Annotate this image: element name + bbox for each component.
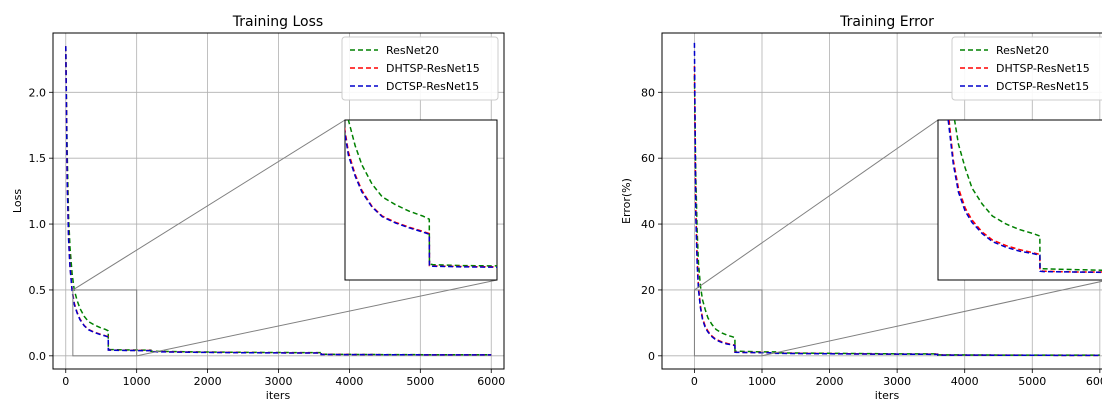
error-chart-panel: Training Error 0100020003000400050006000…: [620, 14, 1102, 402]
x-tick-label: 4000: [951, 375, 979, 388]
loss-legend: ResNet20 DHTSP-ResNet15 DCTSP-ResNet15: [341, 36, 499, 101]
loss-plot-frame: [52, 32, 505, 370]
zoom-source-box: [693, 289, 763, 357]
x-tick-label: 2000: [816, 375, 844, 388]
loss-tick-labels: 0 1000 2000 3000 4000 5000 6000 0.0 0.5 1.0 1.5 2.0: [29, 86, 506, 388]
loss-series-lines: [65, 46, 492, 356]
zoom-source-box: [72, 289, 138, 357]
y-tick-label: 60: [641, 152, 655, 165]
error-chart-title: Training Error: [839, 14, 934, 30]
x-tick-label: 4000: [335, 375, 363, 388]
x-tick-label: 0: [691, 375, 698, 388]
inset-series-line-dctsp-resnet15: [947, 120, 1102, 274]
legend-label: ResNet20: [996, 44, 1049, 57]
loss-chart-panel: Training Loss 0 1000 2000 3000 4000 5000 60000…: [11, 14, 506, 402]
error-x-axis-label: iters: [875, 389, 900, 402]
series-line-dctsp-resnet15: [693, 42, 1100, 357]
loss-zoom-overlay: [72, 119, 498, 357]
y-tick-label: 1.5: [29, 152, 47, 165]
y-tick-label: 0: [648, 350, 655, 363]
zoom-connector-line: [72, 119, 346, 291]
error-legend: ResNet20 DHTSP-ResNet15 DCTSP-ResNet15: [951, 36, 1102, 101]
zoom-connector-line: [694, 119, 939, 291]
legend-box: [951, 36, 1102, 101]
zoom-inset-frame: [344, 119, 498, 281]
x-tick-label: 5000: [406, 375, 434, 388]
zoom-inset-frame: [937, 119, 1102, 281]
error-y-axis-label: Error(%): [620, 178, 633, 224]
series-line-resnet20: [693, 75, 1100, 356]
legend-label: ResNet20: [386, 44, 439, 57]
error-zoom-overlay: [693, 119, 1102, 357]
legend-label: DCTSP-ResNet15: [996, 80, 1089, 93]
loss-chart-title: Training Loss: [232, 14, 323, 30]
x-tick-label: 5000: [1018, 375, 1046, 388]
legend-label: DCTSP-ResNet15: [386, 80, 479, 93]
y-tick-label: 0.0: [29, 350, 47, 363]
x-tick-label: 1000: [123, 375, 151, 388]
y-tick-label: 1.0: [29, 218, 47, 231]
legend-label: DHTSP-ResNet15: [386, 62, 480, 75]
loss-y-axis-label: Loss: [11, 189, 24, 213]
x-tick-label: 6000: [477, 375, 505, 388]
series-line-dctsp-resnet15: [65, 46, 492, 356]
y-tick-label: 80: [641, 86, 655, 99]
x-tick-label: 3000: [883, 375, 911, 388]
x-tick-label: 1000: [748, 375, 776, 388]
y-tick-label: 2.0: [29, 86, 47, 99]
error-series-lines: [693, 42, 1100, 357]
inset-series-line-dctsp-resnet15: [345, 129, 497, 268]
y-tick-label: 20: [641, 284, 655, 297]
error-tick-labels: 0 1000 2000 3000 4000 5000 6000 0 20 40 60 80: [641, 86, 1102, 388]
zoom-connector-line: [136, 279, 498, 357]
zoom-inset-lines: [345, 120, 497, 268]
legend-label: DHTSP-ResNet15: [996, 62, 1090, 75]
error-plot-frame: [661, 32, 1102, 370]
y-tick-label: 40: [641, 218, 655, 231]
x-tick-label: 3000: [265, 375, 293, 388]
x-tick-label: 6000: [1086, 375, 1102, 388]
x-tick-label: 2000: [194, 375, 222, 388]
zoom-inset-lines: [947, 120, 1102, 274]
y-tick-label: 0.5: [29, 284, 47, 297]
legend-box: [341, 36, 499, 101]
inset-series-line-dhtsp-resnet15: [345, 125, 497, 268]
x-tick-label: 0: [62, 375, 69, 388]
loss-x-axis-label: iters: [266, 389, 291, 402]
zoom-connector-line: [761, 280, 1102, 357]
